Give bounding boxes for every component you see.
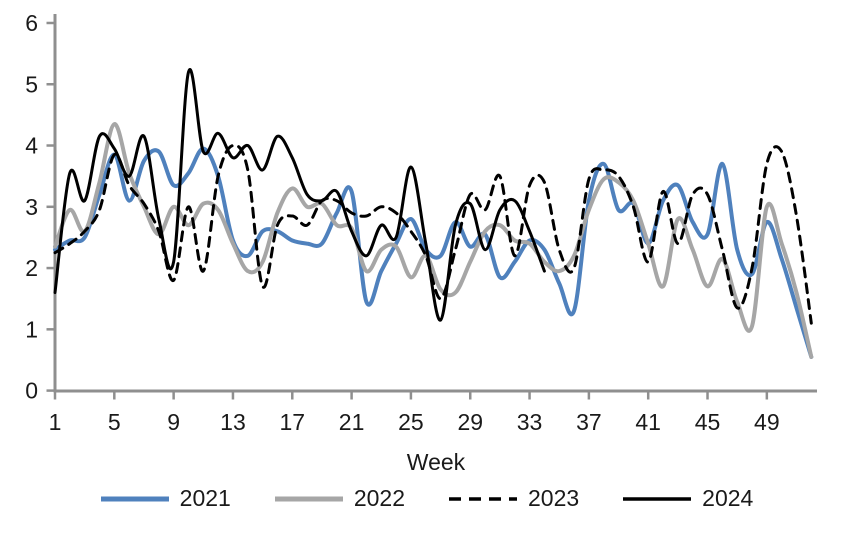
y-tick-label: 2 [25,255,38,281]
x-tick-label: 33 [517,409,543,435]
legend-line-2023 [449,496,517,501]
x-tick-label: 9 [167,409,180,435]
x-tick-label: 25 [398,409,424,435]
y-tick-label: 5 [25,71,38,97]
legend-label-2023: 2023 [528,485,580,511]
y-tick-label: 1 [25,316,38,342]
y-tick-label: 4 [25,133,38,159]
legend-item-2023: 2023 [447,487,579,510]
y-tick-label: 0 [25,378,38,404]
x-tick-label: 41 [635,409,661,435]
series-line-2022 [53,122,814,359]
x-axis-title: Week [406,449,466,475]
x-tick-label: 49 [754,409,780,435]
legend-line-2021 [100,496,169,501]
y-tick-label: 6 [25,10,38,36]
x-tick-label: 5 [108,409,121,435]
legend-label-2024: 2024 [702,485,754,511]
legend-line-2024 [623,496,692,501]
x-tick-label: 45 [695,409,721,435]
series-line-2024 [53,67,546,322]
legend-item-2021: 2021 [99,487,231,510]
legend-label-2022: 2022 [353,485,405,511]
x-tick-label: 13 [220,409,246,435]
x-tick-label: 1 [49,409,62,435]
x-tick-label: 29 [457,409,483,435]
chart-legend: 2021 2022 2023 2024 [0,487,852,510]
x-tick-label: 17 [279,409,305,435]
legend-line-2022 [274,496,343,501]
y-tick-label: 3 [25,194,38,220]
legend-item-2024: 2024 [621,487,753,510]
x-tick-label: 37 [576,409,602,435]
series-line-2021 [53,146,814,359]
series-line-2023 [53,143,813,325]
legend-label-2021: 2021 [179,485,231,511]
x-tick-label: 21 [339,409,365,435]
legend-item-2022: 2022 [273,487,405,510]
